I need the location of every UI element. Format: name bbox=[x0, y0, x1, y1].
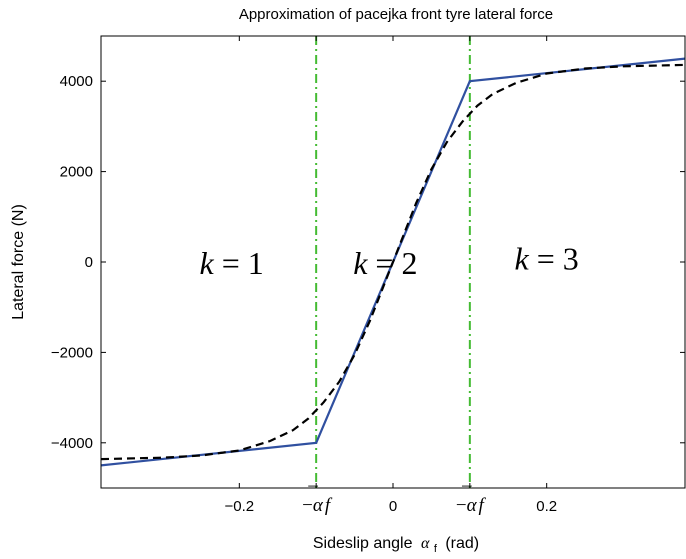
y-tick-label: 4000 bbox=[60, 73, 93, 90]
x-axis-label-subscript: f bbox=[434, 543, 438, 555]
x-tick-label: 0.2 bbox=[536, 498, 557, 515]
y-axis-label: Lateral force (N) bbox=[10, 204, 27, 320]
y-tick-label: −2000 bbox=[51, 344, 93, 361]
x-tick-label-bar: ¯ bbox=[461, 484, 472, 505]
x-axis-label-text: Sideslip angle bbox=[313, 535, 413, 552]
y-axis: −4000 −2000 0 2000 4000 bbox=[51, 73, 685, 452]
y-tick-label: 0 bbox=[85, 254, 93, 271]
region-label-2: k = 2 bbox=[353, 245, 417, 281]
x-tick-label-alpha-f: −α f bbox=[456, 495, 487, 516]
x-axis-label: Sideslip angle α f (rad) bbox=[313, 535, 479, 556]
x-axis-label-symbol: α bbox=[421, 535, 430, 552]
region-label-1: k = 1 bbox=[200, 245, 264, 281]
y-tick-label: −4000 bbox=[51, 435, 93, 452]
x-tick-label: −0.2 bbox=[225, 498, 255, 515]
x-tick-label: 0 bbox=[389, 498, 397, 515]
x-tick-label-alpha-f: −α f bbox=[302, 495, 333, 516]
region-label-3: k = 3 bbox=[515, 240, 579, 276]
x-axis-label-unit: (rad) bbox=[445, 535, 479, 552]
region-annotations: k = 1 k = 2 k = 3 bbox=[200, 240, 579, 281]
chart-title: Approximation of pacejka front tyre late… bbox=[239, 6, 553, 23]
x-axis: −0.2 −α f¯0 −α f¯0.2 bbox=[225, 36, 557, 516]
plot-area bbox=[100, 36, 686, 488]
pacejka-curve bbox=[100, 63, 686, 461]
x-tick-label-bar: ¯ bbox=[307, 484, 318, 505]
y-tick-label: 2000 bbox=[60, 164, 93, 181]
